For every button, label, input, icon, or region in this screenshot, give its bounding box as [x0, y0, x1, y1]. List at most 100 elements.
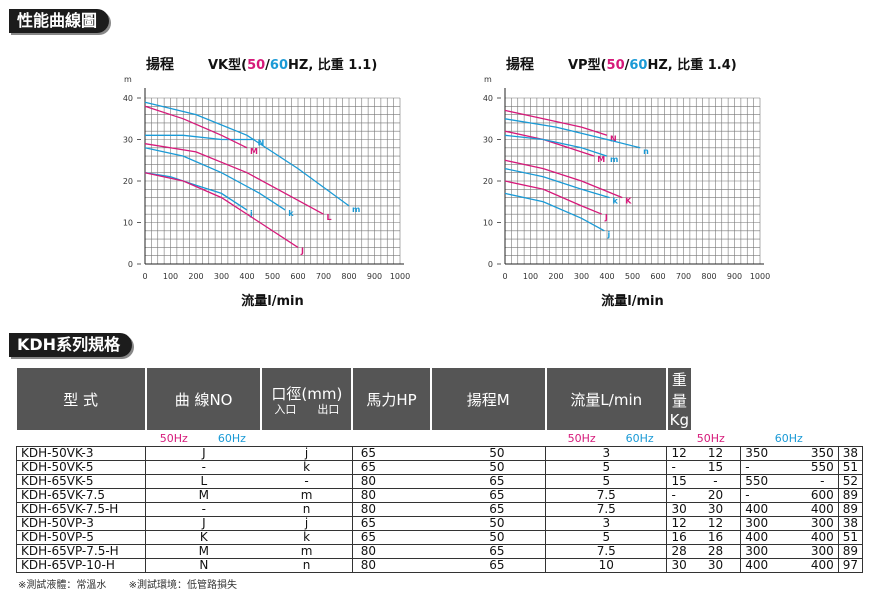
table-cell: 80 — [351, 502, 431, 517]
x-tick-label: 1000 — [390, 272, 410, 281]
table-cell: 400 — [806, 502, 839, 517]
table-cell: KDH-50VP-5 — [15, 530, 147, 545]
table-cell: 300 — [740, 544, 807, 559]
table-cell: m — [261, 544, 353, 559]
table-cell: 52 — [837, 474, 864, 489]
table-cell: 400 — [740, 558, 807, 573]
y-axis-label: 揚程 — [506, 56, 534, 73]
series-label-k: k — [613, 197, 619, 206]
series-line-K — [504, 159, 623, 199]
table-row: KDH-65VK-5 L -80 65 5 15-550-52 — [15, 474, 864, 489]
table-cell: 12 — [666, 516, 691, 531]
series-label-N: N — [258, 139, 265, 148]
y-axis-label: 揚程 — [146, 56, 174, 73]
chart-title-model: VP型( — [568, 57, 607, 73]
chart-title-50: 50 — [607, 58, 625, 73]
table-header-row: 型 式 曲 線NO 口徑(mm) 入口 出口 馬力HP 揚程M 流量L/min … — [16, 368, 863, 430]
table-cell: n — [261, 502, 353, 517]
y-unit-label: m — [124, 75, 132, 84]
y-tick-label: 20 — [123, 177, 133, 186]
table-cell: 300 — [740, 516, 807, 531]
table-cell: M — [145, 488, 262, 503]
spec-table: 型 式 曲 線NO 口徑(mm) 入口 出口 馬力HP 揚程M 流量L/min … — [15, 368, 864, 573]
table-cell: 65 — [351, 446, 431, 461]
chart-title: VK型(50/60HZ, 比重 1.1) — [208, 57, 377, 73]
table-cell: 38 — [837, 516, 864, 531]
header-hp: 馬力HP — [352, 368, 432, 430]
table-cell: j — [261, 516, 353, 531]
chart-title-60: 60 — [629, 58, 647, 73]
hz-row: 50Hz 60Hz 50Hz 60Hz 50Hz 60Hz — [17, 430, 863, 447]
header-weight: 重量Kg — [666, 368, 691, 430]
table-cell: - — [145, 502, 262, 517]
table-cell: 65 — [351, 516, 431, 531]
table-cell: - — [806, 474, 839, 489]
table-cell: 80 — [351, 558, 431, 573]
header-flow: 流量L/min — [545, 368, 668, 430]
table-cell: 15 — [690, 460, 742, 475]
table-cell: J — [145, 446, 262, 461]
series-label-M: M — [250, 147, 258, 156]
x-tick-label: 0 — [502, 272, 507, 281]
table-cell: - — [690, 474, 742, 489]
chart-vk: 揚程 VK型(50/60HZ, 比重 1.1)m0 100 200 300 400 500 6… — [123, 56, 410, 309]
x-tick-label: 700 — [316, 272, 331, 281]
table-row: KDH-65VK-7.5-H - n 80 65 7.5 30 30 400 400 89 — [15, 502, 864, 517]
series-line-n — [504, 118, 641, 149]
hz-flow-60: 60Hz — [774, 431, 803, 445]
table-cell: n — [261, 558, 353, 573]
x-tick-label: 800 — [701, 272, 716, 281]
table-cell: 65 — [430, 544, 547, 559]
table-cell: 7.5 — [545, 502, 668, 517]
x-tick-label: 400 — [239, 272, 254, 281]
chart-title-rest: HZ, 比重 1.1) — [288, 57, 377, 73]
table-cell: 30 — [666, 558, 691, 573]
table-cell: 89 — [837, 544, 864, 559]
table-cell: 3 — [545, 446, 668, 461]
x-tick-label: 600 — [650, 272, 665, 281]
table-cell: 12 — [666, 446, 691, 461]
table-cell: m — [261, 488, 353, 503]
table-cell: 80 — [351, 544, 431, 559]
table-cell: k — [261, 460, 353, 475]
table-cell: - — [666, 460, 691, 475]
series-label-m: m — [610, 155, 618, 164]
table-cell: 12 — [690, 516, 742, 531]
series-line-L — [144, 143, 324, 215]
table-cell: 16 — [690, 530, 742, 545]
y-tick-label: 10 — [123, 219, 133, 228]
table-cell: J — [145, 516, 262, 531]
table-cell: L — [145, 474, 262, 489]
header-model: 型 式 — [16, 368, 147, 430]
series-line-M — [504, 130, 595, 157]
series-line-k — [144, 147, 286, 211]
section-title-spec: KDH系列規格 — [9, 333, 133, 357]
header-port-in: 入口 — [274, 403, 297, 416]
hz-head-50: 50Hz — [567, 431, 596, 445]
table-cell: KDH-65VP-7.5-H — [15, 544, 147, 559]
table-cell: 65 — [430, 502, 547, 517]
chart-title-rest: HZ, 比重 1.4) — [647, 57, 736, 73]
table-cell: 51 — [837, 460, 864, 475]
table-cell: 5 — [545, 474, 668, 489]
table-cell: - — [145, 460, 262, 475]
table-cell: 65 — [430, 558, 547, 573]
table-cell: - — [740, 460, 807, 475]
table-cell: M — [145, 544, 262, 559]
x-tick-label: 200 — [548, 272, 563, 281]
chart-title-sep: / — [265, 58, 270, 73]
series-label-L: L — [327, 213, 332, 222]
x-tick-label: 500 — [625, 272, 640, 281]
table-cell: KDH-50VP-3 — [15, 516, 147, 531]
table-cell: 50 — [430, 516, 547, 531]
table-cell: - — [740, 488, 807, 503]
x-tick-label: 400 — [599, 272, 614, 281]
table-cell: 5 — [545, 530, 668, 545]
x-tick-label: 200 — [188, 272, 203, 281]
table-cell: KDH-65VK-5 — [15, 474, 147, 489]
table-cell: 97 — [837, 558, 864, 573]
